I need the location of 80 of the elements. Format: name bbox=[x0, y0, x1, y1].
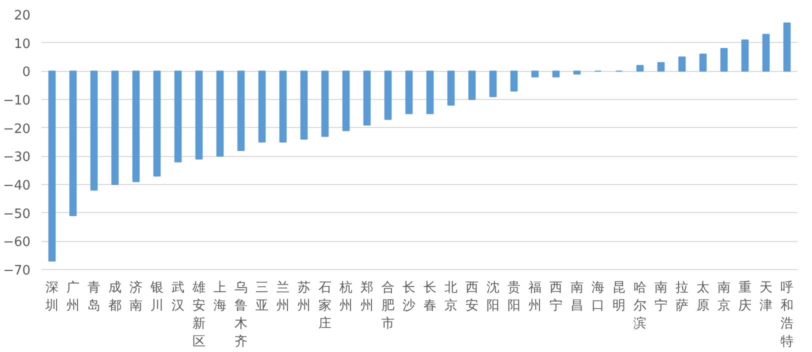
bar bbox=[447, 70, 455, 106]
x-tick-label: 济南 bbox=[130, 280, 142, 314]
y-tick-label: 0 bbox=[22, 65, 31, 80]
bar bbox=[279, 70, 287, 142]
x-tick-label: 深圳 bbox=[44, 280, 58, 314]
bar bbox=[699, 54, 707, 72]
bar bbox=[363, 70, 371, 126]
x-tick-label: 天津 bbox=[760, 280, 772, 314]
x-tick-label: 重庆 bbox=[738, 280, 752, 314]
bar bbox=[741, 40, 749, 72]
x-tick-label: 广州 bbox=[66, 280, 80, 314]
x-tick-label: 兰州 bbox=[276, 280, 290, 314]
bar bbox=[384, 70, 392, 120]
x-tick-label: 合肥市 bbox=[382, 280, 394, 332]
bar bbox=[573, 70, 581, 74]
x-tick-label: 长春 bbox=[424, 280, 436, 314]
bar bbox=[48, 70, 56, 262]
x-tick-label: 福州 bbox=[528, 280, 542, 314]
bar bbox=[762, 34, 770, 72]
y-tick-label: −40 bbox=[3, 178, 31, 194]
x-tick-label: 贵阳 bbox=[508, 280, 520, 314]
x-tick-label: 海口 bbox=[592, 280, 604, 314]
x-tick-label: 昆明 bbox=[612, 280, 626, 314]
y-tick-label: −70 bbox=[3, 264, 31, 278]
bar bbox=[90, 70, 98, 191]
bar bbox=[531, 70, 539, 78]
x-tick-label: 银川 bbox=[150, 280, 164, 314]
x-tick-label: 哈尔滨 bbox=[634, 280, 646, 332]
x-tick-label: 石家庄 bbox=[318, 280, 332, 332]
x-tick-label: 郑州 bbox=[360, 280, 374, 314]
bar bbox=[552, 70, 560, 78]
x-tick-label: 长沙 bbox=[402, 280, 416, 314]
bar bbox=[510, 70, 518, 92]
x-tick-label: 上海 bbox=[214, 280, 226, 314]
bar bbox=[489, 70, 497, 98]
bar bbox=[657, 62, 665, 72]
y-tick-label: −10 bbox=[3, 94, 31, 108]
y-tick-label: −60 bbox=[3, 235, 31, 250]
x-tick-label: 沈阳 bbox=[486, 280, 500, 314]
x-tick-label: 成都 bbox=[108, 280, 122, 314]
bar bbox=[216, 70, 224, 157]
bar bbox=[195, 70, 203, 160]
x-tick-label: 三亚 bbox=[256, 280, 268, 314]
x-tick-label: 西宁 bbox=[550, 280, 562, 314]
y-tick-label: −50 bbox=[3, 206, 31, 222]
x-tick-label: 南昌 bbox=[570, 280, 584, 314]
bar bbox=[132, 70, 140, 182]
bar bbox=[405, 70, 413, 114]
y-tick-label: −20 bbox=[3, 122, 31, 137]
x-tick-label: 西安 bbox=[466, 280, 478, 314]
x-tick-label: 雄安新区 bbox=[192, 280, 206, 350]
y-tick-label: 20 bbox=[14, 8, 31, 24]
x-tick-label: 南宁 bbox=[654, 280, 668, 314]
bar bbox=[342, 70, 350, 132]
y-tick-label: −30 bbox=[3, 150, 31, 166]
bar bbox=[468, 70, 476, 100]
bar bbox=[720, 48, 728, 72]
bar bbox=[237, 70, 245, 151]
x-tick-label: 乌鲁木齐 bbox=[234, 280, 248, 350]
bar bbox=[321, 70, 329, 137]
x-tick-label: 武汉 bbox=[172, 280, 184, 314]
y-tick-label: 10 bbox=[14, 36, 31, 52]
x-tick-label: 呼和浩特 bbox=[780, 280, 794, 350]
bar bbox=[678, 56, 686, 72]
bar bbox=[426, 70, 434, 114]
x-tick-label: 苏州 bbox=[298, 280, 310, 314]
bar bbox=[636, 65, 644, 72]
bar bbox=[783, 22, 791, 72]
bar bbox=[258, 70, 266, 142]
x-tick-label: 拉萨 bbox=[676, 280, 688, 314]
bar bbox=[153, 70, 161, 176]
bar bbox=[300, 70, 308, 140]
x-tick-label: 南京 bbox=[718, 280, 730, 314]
x-tick-label: 北京 bbox=[444, 280, 458, 314]
bar bbox=[174, 70, 182, 162]
x-tick-label: 太原 bbox=[696, 280, 710, 314]
x-tick-label: 青岛 bbox=[88, 280, 100, 314]
bar bbox=[111, 70, 119, 185]
bar bbox=[69, 70, 77, 216]
x-tick-label: 杭州 bbox=[338, 280, 352, 314]
